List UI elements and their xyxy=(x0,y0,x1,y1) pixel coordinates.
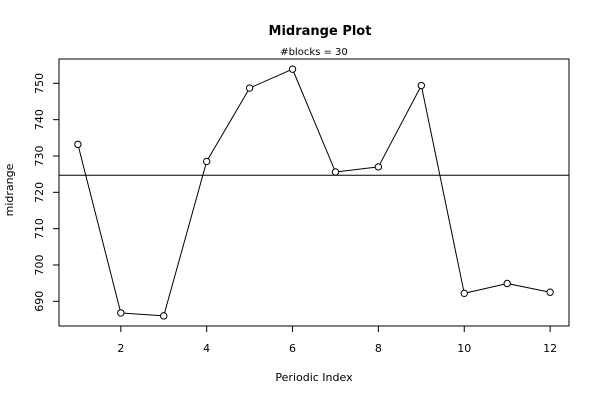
series-line-segment xyxy=(164,164,207,313)
x-tick-label: 10 xyxy=(457,342,471,355)
y-tick-label: 730 xyxy=(33,145,46,166)
x-axis-label: Periodic Index xyxy=(275,371,353,384)
series-line-segment xyxy=(379,88,421,165)
y-tick-label: 700 xyxy=(33,254,46,275)
data-point xyxy=(202,157,211,166)
series-line-segment xyxy=(207,90,249,159)
data-point xyxy=(503,279,511,288)
data-point xyxy=(245,84,254,92)
y-tick-label: 750 xyxy=(33,73,46,94)
plot-frame xyxy=(58,58,570,327)
chart-subtitle: #blocks = 30 xyxy=(280,47,348,58)
series-line-segment xyxy=(78,147,121,310)
data-point xyxy=(74,140,82,149)
x-tick-label: 4 xyxy=(203,342,210,355)
data-point xyxy=(460,289,468,298)
x-tick-label: 8 xyxy=(375,342,382,355)
series-line-segment xyxy=(421,88,465,291)
data-point xyxy=(546,288,554,296)
x-tick-label: 2 xyxy=(117,342,124,355)
series-line-segment xyxy=(293,71,335,170)
series-line-segment xyxy=(467,283,505,294)
y-tick-label: 690 xyxy=(33,291,46,312)
data-point xyxy=(117,309,125,317)
data-point xyxy=(417,81,426,90)
x-axis: 2 4 6 8 10 12 xyxy=(117,326,557,355)
y-tick-label: 740 xyxy=(33,109,46,130)
x-tick-label: 6 xyxy=(289,342,296,355)
series-line-segment xyxy=(510,283,548,293)
y-tick-label: 720 xyxy=(33,182,46,203)
series-line-segment xyxy=(252,70,290,88)
data-point xyxy=(288,65,297,73)
y-axis: 690 700 710 720 730 740 750 xyxy=(33,73,59,312)
x-tick-label: 12 xyxy=(543,342,557,355)
chart-title: Midrange Plot xyxy=(269,24,372,39)
y-tick-label: 710 xyxy=(33,218,46,239)
data-point xyxy=(374,163,383,171)
data-point xyxy=(331,168,340,176)
y-axis-label: midrange xyxy=(3,163,16,216)
series-line-segment xyxy=(123,312,161,317)
series-midrange xyxy=(74,65,554,320)
series-line-segment xyxy=(338,166,376,173)
data-point xyxy=(160,312,168,320)
